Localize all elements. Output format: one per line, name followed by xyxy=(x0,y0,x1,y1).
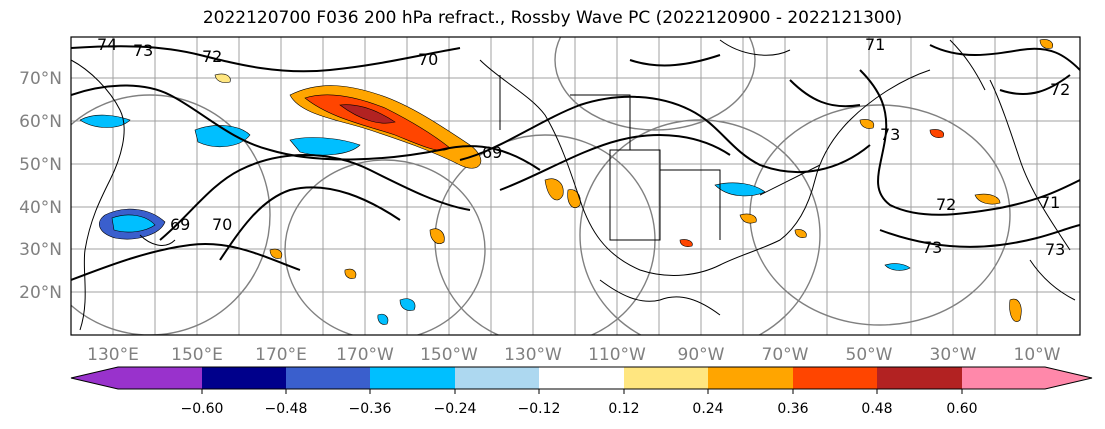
lat-label: 30°N xyxy=(19,240,62,260)
lon-label: 10°W xyxy=(1014,345,1061,365)
colorbar-tick-label: 0.60 xyxy=(946,401,977,417)
map-border xyxy=(70,36,1081,336)
map-title: 2022120700 F036 200 hPa refract., Rossby… xyxy=(202,8,903,28)
contour-label: 73 xyxy=(880,125,900,144)
latitude-labels: 70°N 60°N 50°N 40°N 30°N 20°N xyxy=(19,69,62,303)
lon-label: 130°W xyxy=(504,345,562,365)
contour-label: 72 xyxy=(1050,80,1070,99)
height-contours xyxy=(71,44,1080,281)
lon-label: 50°W xyxy=(846,345,893,365)
longitude-labels: 130°E 150°E 170°E 170°W 150°W 130°W 110°… xyxy=(87,345,1061,365)
contour-label-group: 74 73 72 70 71 69 72 73 72 71 69 70 73 7… xyxy=(97,35,1070,259)
lon-label: 70°W xyxy=(762,345,809,365)
colorbar-tick-label: −0.60 xyxy=(181,401,224,417)
contour-label: 73 xyxy=(922,238,942,257)
graticule xyxy=(71,37,1080,335)
lon-label: 150°E xyxy=(171,345,223,365)
contour-label: 73 xyxy=(133,41,153,60)
lon-label: 30°W xyxy=(930,345,977,365)
lon-label: 150°W xyxy=(420,345,478,365)
colorbar-segment xyxy=(877,367,962,389)
colorbar-segment xyxy=(455,367,539,389)
colorbar-extend-max xyxy=(962,367,1092,389)
contour-label: 74 xyxy=(97,35,117,54)
colorbar-tick-label: 0.24 xyxy=(692,401,723,417)
contour-label: 70 xyxy=(212,215,232,234)
colorbar-tick-label: −0.48 xyxy=(265,401,308,417)
colorbar-segment xyxy=(202,367,286,389)
contour-label: 71 xyxy=(1040,193,1060,212)
colorbar-outline xyxy=(70,366,1093,390)
colorbar-segment xyxy=(286,367,370,389)
lon-label: 170°W xyxy=(336,345,394,365)
lon-label: 110°W xyxy=(588,345,646,365)
lon-label: 90°W xyxy=(678,345,725,365)
contour-label: 72 xyxy=(936,195,956,214)
contour-label: 69 xyxy=(170,215,190,234)
colorbar-segment xyxy=(793,367,877,389)
lat-label: 40°N xyxy=(19,198,62,218)
colorbar-tick-label: 0.48 xyxy=(861,401,892,417)
colorbar-segment xyxy=(539,367,624,389)
contour-label: 70 xyxy=(418,50,438,69)
colorbar-tick-label: 0.36 xyxy=(777,401,808,417)
colorbar-tick-label: 0.12 xyxy=(608,401,639,417)
lat-label: 20°N xyxy=(19,283,62,303)
colorbar-segment xyxy=(708,367,793,389)
colorbar-segment xyxy=(624,367,708,389)
lon-label: 170°E xyxy=(255,345,307,365)
colorbar-tick-label: −0.36 xyxy=(349,401,392,417)
refractivity-shading xyxy=(79,39,1053,325)
colorbar-extend-min xyxy=(71,367,202,389)
colorbar: −0.60 −0.48 −0.36 −0.24 −0.12 0.12 0.24 … xyxy=(70,366,1093,417)
colorbar-tick-label: −0.24 xyxy=(434,401,477,417)
colorbar-segment xyxy=(370,367,455,389)
contour-label: 71 xyxy=(865,35,885,54)
lat-label: 70°N xyxy=(19,69,62,89)
colorbar-tick-label: −0.12 xyxy=(518,401,561,417)
lat-label: 50°N xyxy=(19,155,62,175)
lon-label: 130°E xyxy=(87,345,139,365)
contour-label: 72 xyxy=(202,47,222,66)
contour-label: 69 xyxy=(482,143,502,162)
lat-label: 60°N xyxy=(19,112,62,132)
contour-label: 73 xyxy=(1045,240,1065,259)
